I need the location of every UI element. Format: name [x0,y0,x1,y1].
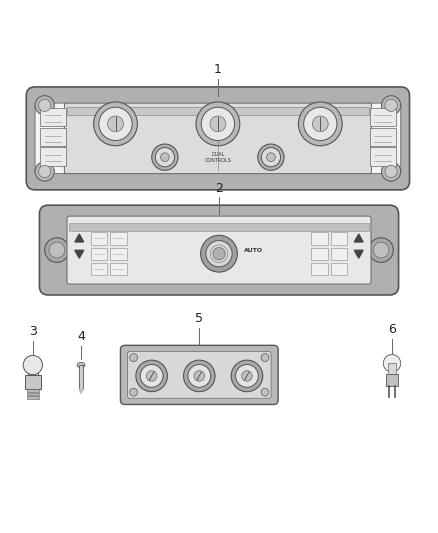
Bar [27,393,39,395]
FancyBboxPatch shape [120,345,278,405]
Circle shape [39,99,51,111]
FancyBboxPatch shape [367,103,401,174]
Circle shape [35,96,54,115]
Circle shape [194,370,205,381]
Bar [370,108,396,126]
Circle shape [35,162,54,181]
Bar [331,248,347,260]
Circle shape [94,102,138,146]
Circle shape [385,99,397,111]
Bar [110,263,127,275]
Bar [40,147,66,166]
FancyBboxPatch shape [35,103,69,174]
Circle shape [236,365,258,387]
Circle shape [201,235,237,272]
Circle shape [261,388,269,396]
Bar [27,389,39,392]
Bar [40,108,66,126]
Ellipse shape [77,362,85,368]
Circle shape [381,162,401,181]
Circle shape [213,247,225,260]
Bar [91,232,107,245]
Polygon shape [75,251,84,258]
Circle shape [261,148,281,167]
Bar [370,147,396,166]
FancyBboxPatch shape [64,103,371,174]
Circle shape [45,238,69,262]
Bar [67,107,369,115]
Bar [386,374,398,386]
Circle shape [140,365,163,387]
FancyBboxPatch shape [39,205,399,295]
Circle shape [304,107,337,141]
Polygon shape [354,251,363,258]
Text: DUAL
CONTROLS: DUAL CONTROLS [205,152,231,163]
Circle shape [373,242,389,258]
Circle shape [49,242,65,258]
Circle shape [369,238,393,262]
Circle shape [231,360,263,392]
Circle shape [152,144,178,171]
Bar [388,364,396,374]
Bar [79,365,83,389]
Polygon shape [75,234,84,242]
Bar [69,223,369,231]
Circle shape [130,388,138,396]
Circle shape [99,107,132,141]
Bar [110,232,127,245]
Bar [27,396,39,399]
Text: 4: 4 [77,330,85,343]
Circle shape [267,153,276,161]
Circle shape [298,102,342,146]
FancyBboxPatch shape [26,87,410,190]
Circle shape [39,165,51,177]
Circle shape [146,370,157,381]
Circle shape [130,354,138,361]
Bar [110,248,127,260]
Bar [311,263,328,275]
Bar [91,248,107,260]
Bar [331,232,347,245]
Circle shape [206,240,232,267]
Circle shape [160,153,169,161]
Circle shape [210,116,226,132]
Text: 3: 3 [29,325,37,338]
Circle shape [261,354,269,361]
Circle shape [385,165,397,177]
Bar [25,375,41,389]
Bar [311,248,328,260]
Circle shape [242,370,252,381]
Bar [331,263,347,275]
Text: 2: 2 [215,182,223,195]
Circle shape [136,360,167,392]
Circle shape [155,148,174,167]
Text: 5: 5 [195,312,203,325]
Circle shape [312,116,328,132]
Circle shape [23,356,42,375]
Circle shape [188,365,211,387]
Circle shape [184,360,215,392]
Circle shape [108,116,124,132]
Circle shape [381,96,401,115]
Circle shape [258,144,284,171]
Bar [91,263,107,275]
Polygon shape [79,389,83,393]
Circle shape [383,354,401,372]
Polygon shape [354,234,363,242]
Bar [370,128,396,147]
Bar [40,128,66,147]
Text: 1: 1 [214,63,222,76]
Text: AUTO: AUTO [244,248,264,253]
Text: 6: 6 [388,323,396,336]
FancyBboxPatch shape [67,216,371,284]
Bar [311,232,328,245]
Circle shape [196,102,240,146]
Circle shape [201,107,235,141]
FancyBboxPatch shape [127,351,271,398]
